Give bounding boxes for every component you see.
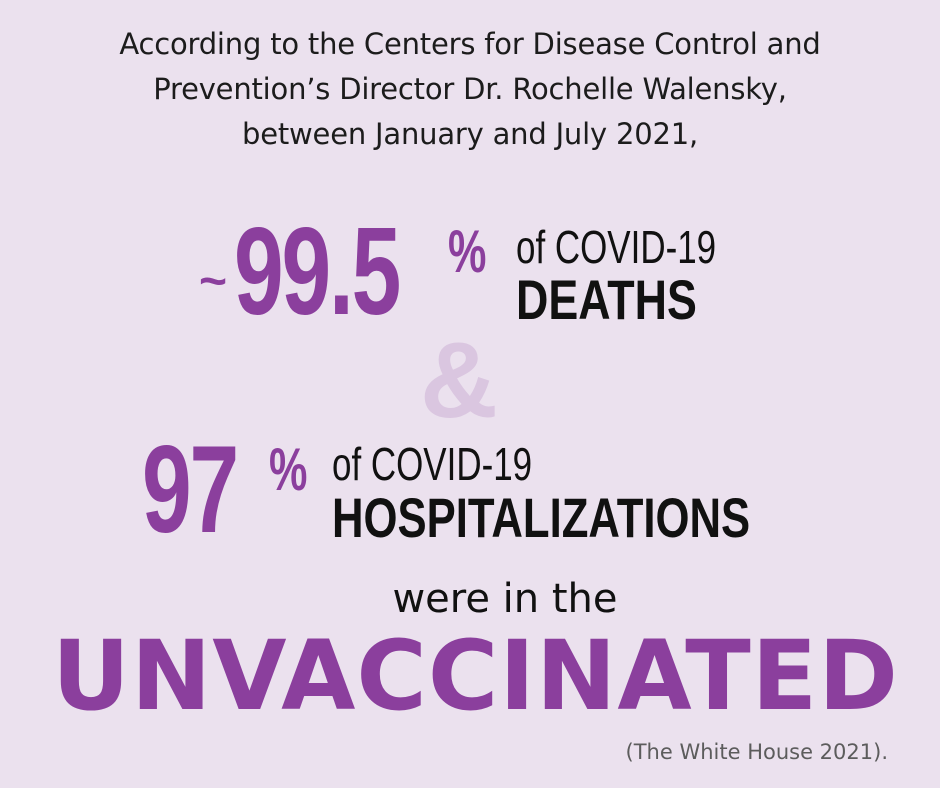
deaths-of-covid-text: of COVID-19 [516, 221, 717, 273]
unvaccinated-headline: UNVACCINATED [52, 620, 899, 732]
approx-tilde: ~ [199, 255, 228, 308]
hospitalizations-of-covid-text: of COVID-19 [332, 438, 533, 490]
deaths-label: DEATHS [516, 268, 697, 331]
hospitalizations-percent-value: 97 [142, 421, 239, 559]
were-in-the-text: were in the [392, 576, 618, 622]
citation: (The White House 2021). [625, 740, 888, 764]
hospitalizations-label: HOSPITALIZATIONS [332, 486, 751, 549]
intro-line-1: According to the Centers for Disease Con… [119, 27, 821, 61]
hospitalizations-percent-sign: % [269, 436, 307, 503]
intro-line-2: Prevention’s Director Dr. Rochelle Walen… [153, 72, 787, 106]
deaths-percent-value: 99.5 [234, 203, 401, 341]
deaths-percent-sign: % [448, 218, 486, 285]
intro-line-3: between January and July 2021, [242, 117, 698, 151]
ampersand: & [420, 319, 498, 440]
